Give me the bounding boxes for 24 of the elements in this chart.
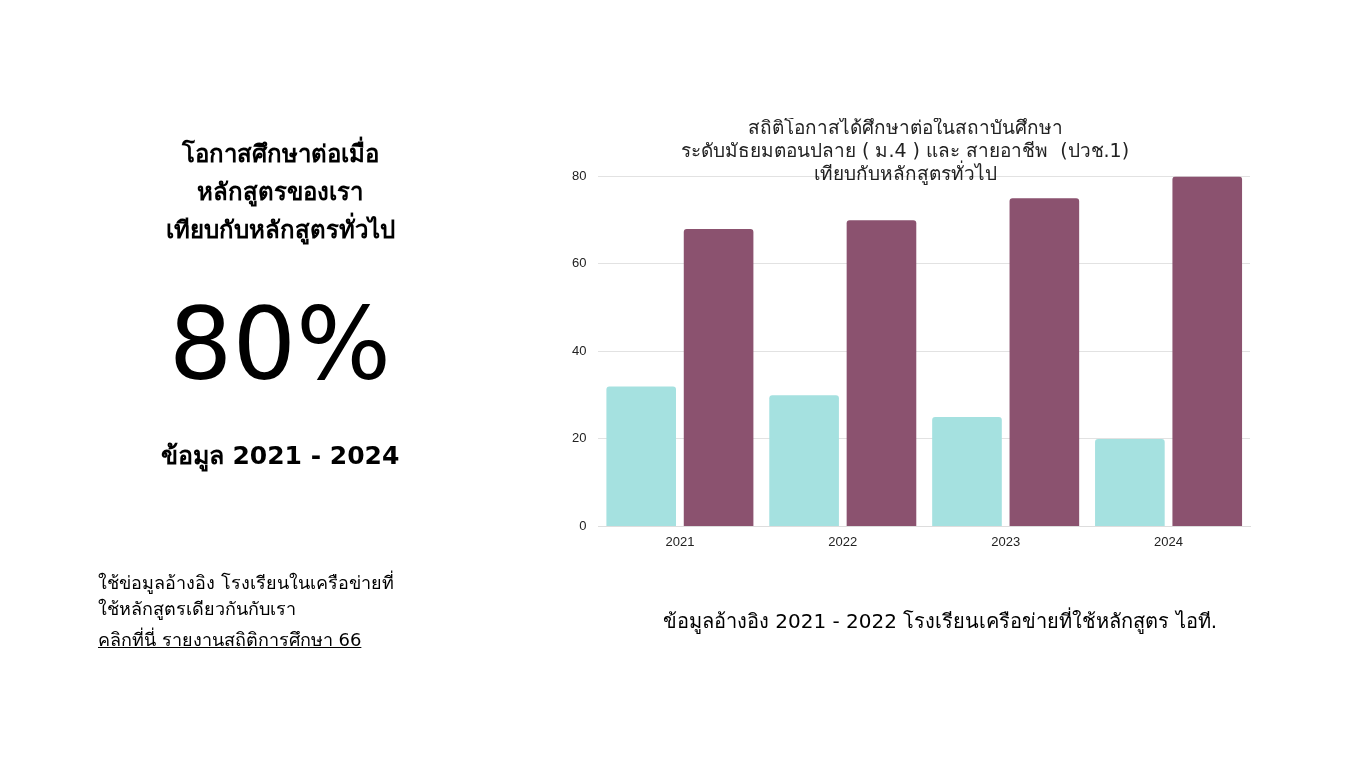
y-tick-label: 40	[571, 342, 587, 358]
bar	[683, 228, 754, 526]
text: ใช้ข่อมูลอ้างอิง โรงเรียนในเครือข่ายที่ ใช้หลักสูตรเดียวกันกับเรา	[98, 570, 394, 622]
x-tick-label: 2022	[828, 533, 858, 549]
y-tick-label: 0	[579, 517, 587, 533]
text: ข้อมูล 2021 - 2024	[159, 440, 401, 474]
bar	[769, 395, 839, 526]
bar	[1095, 438, 1165, 526]
bar	[1172, 176, 1243, 526]
bar	[1009, 198, 1080, 526]
text: คลิกที่นี่ รายงานสถิติการศึกษา 66	[98, 626, 362, 652]
x-tick-label: 2024	[1154, 533, 1184, 549]
bar	[846, 220, 917, 526]
bar	[606, 386, 677, 526]
text: 80%	[167, 285, 393, 405]
x-tick-label: 2021	[665, 533, 695, 549]
x-tick-label: 2023	[991, 533, 1021, 549]
y-tick-label: 80	[571, 167, 587, 183]
bar	[932, 417, 1002, 526]
text: โอกาสศึกษาต่อเมื่อ หลักสูตรของเรา เทียบกับหลักสูตรทั่วไป	[164, 135, 396, 247]
chart-title: สถิติโอกาสได้ศึกษาต่อในสถาบันศึกษา ระดับมัธยมตอนปลาย ( ม.4 ) และ สายอาชีพ (ปวช.1) เทียบกับหลักสูตรทั่วไป	[680, 116, 1130, 185]
y-tick-label: 60	[571, 255, 587, 271]
text: ข้อมูลอ้างอิง 2021 - 2022 โรงเรียนเครือข่ายที่ใช้หลักสูตร ไอที.	[661, 606, 1219, 636]
y-tick-label: 20	[571, 430, 587, 446]
